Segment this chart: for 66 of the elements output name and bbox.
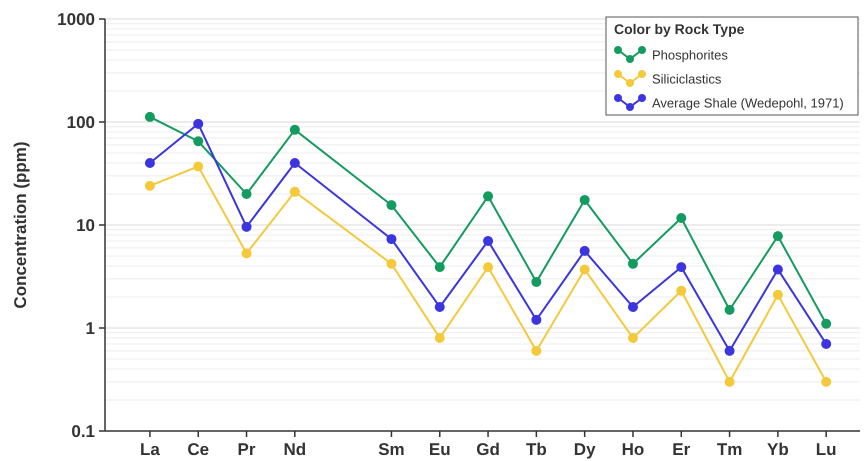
point (242, 188, 252, 199)
x-tick-label: Tb (526, 440, 547, 459)
point (144, 180, 155, 191)
y-tick-label: 1 (86, 318, 95, 338)
x-tick-label: Eu (428, 440, 451, 459)
point (724, 304, 735, 315)
legend-title: Color by Rock Type (614, 21, 745, 37)
point (483, 262, 494, 272)
point (580, 264, 590, 274)
point (193, 118, 204, 129)
point (434, 302, 445, 312)
point (580, 246, 590, 256)
point (531, 346, 542, 356)
x-tick-label: Sm (378, 440, 405, 459)
point (144, 112, 155, 122)
point (483, 236, 494, 246)
x-tick-label: Yb (767, 440, 789, 459)
y-tick-label: 10 (76, 216, 95, 235)
x-tick-label: Ho (622, 440, 644, 459)
point (772, 231, 783, 242)
point (386, 258, 396, 269)
point (290, 186, 300, 197)
point (821, 376, 832, 387)
y-tick-label: 1000 (57, 10, 95, 29)
point (628, 302, 638, 312)
point (628, 332, 638, 343)
point (724, 376, 735, 387)
point (772, 290, 783, 300)
x-tick-label: Dy (574, 440, 596, 459)
point (242, 222, 252, 232)
legend-label: Phosphorites (652, 48, 728, 63)
point (772, 264, 783, 274)
y-axis-title: Concentration (ppm) (11, 141, 30, 309)
legend-label: Average Shale (Wedepohl, 1971) (652, 96, 844, 111)
x-tick-label: Tm (716, 440, 742, 459)
x-tick-label: Gd (476, 440, 500, 459)
legend-label: Siliciclastics (652, 72, 722, 87)
y-tick-label: 0.1 (71, 422, 95, 441)
point (386, 200, 396, 210)
point (386, 234, 396, 244)
x-tick-label: La (140, 440, 160, 459)
point (676, 212, 686, 223)
point (193, 161, 204, 172)
point (193, 136, 204, 146)
point (144, 158, 155, 168)
x-tick-label: Nd (284, 440, 306, 459)
point (821, 338, 832, 349)
point (821, 318, 832, 329)
x-tick-label: Lu (816, 440, 837, 459)
y-tick-label: 100 (66, 112, 95, 132)
x-tick-label: Ce (187, 440, 210, 459)
point (724, 346, 735, 356)
x-tick-label: Er (672, 440, 691, 459)
point (676, 286, 686, 296)
point (290, 158, 300, 168)
x-tick-label: Pr (238, 440, 256, 459)
point (483, 191, 494, 202)
point (676, 262, 686, 272)
point (628, 258, 638, 269)
point (434, 332, 445, 343)
point (290, 124, 300, 135)
point (531, 314, 542, 325)
point (531, 276, 542, 287)
point (434, 262, 445, 272)
point (242, 248, 252, 258)
point (580, 194, 590, 205)
